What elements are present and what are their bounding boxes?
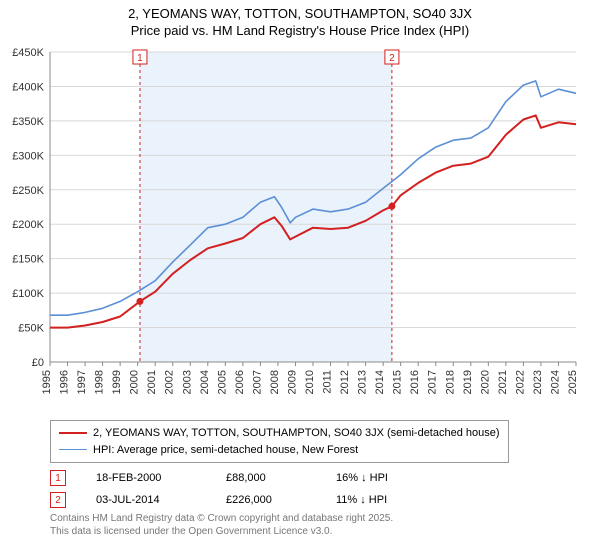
- svg-text:2016: 2016: [409, 370, 421, 394]
- svg-text:£0: £0: [32, 357, 44, 369]
- svg-text:£150K: £150K: [12, 254, 44, 266]
- svg-text:2004: 2004: [199, 370, 211, 394]
- legend-swatch: [59, 449, 87, 450]
- svg-text:1999: 1999: [111, 370, 123, 394]
- legend-swatch: [59, 432, 87, 434]
- svg-text:2003: 2003: [181, 370, 193, 394]
- svg-text:2006: 2006: [234, 370, 246, 394]
- svg-text:1998: 1998: [94, 370, 106, 394]
- sale-marker-diff: 16% ↓ HPI: [336, 472, 416, 484]
- title-subtitle: Price paid vs. HM Land Registry's House …: [0, 23, 600, 38]
- legend-item: HPI: Average price, semi-detached house,…: [59, 442, 500, 459]
- footer-line-2: This data is licensed under the Open Gov…: [50, 525, 393, 538]
- legend-label: HPI: Average price, semi-detached house,…: [93, 442, 358, 459]
- svg-text:1: 1: [137, 53, 143, 64]
- svg-text:£50K: £50K: [18, 323, 44, 335]
- sale-marker-row: 2 03-JUL-2014 £226,000 11% ↓ HPI: [50, 492, 416, 508]
- sale-marker-price: £226,000: [226, 494, 306, 506]
- sale-markers-table: 1 18-FEB-2000 £88,000 16% ↓ HPI 2 03-JUL-2014…: [50, 470, 416, 514]
- svg-text:2022: 2022: [514, 370, 526, 394]
- svg-text:2023: 2023: [532, 370, 544, 394]
- svg-text:2009: 2009: [286, 370, 298, 394]
- svg-text:2014: 2014: [374, 370, 386, 394]
- svg-text:£200K: £200K: [12, 219, 44, 231]
- svg-text:2001: 2001: [146, 370, 158, 394]
- svg-text:2013: 2013: [357, 370, 369, 394]
- svg-text:£100K: £100K: [12, 288, 44, 300]
- svg-text:£350K: £350K: [12, 116, 44, 128]
- svg-text:2017: 2017: [427, 370, 439, 394]
- svg-text:2024: 2024: [549, 370, 561, 394]
- sale-marker-diff: 11% ↓ HPI: [336, 494, 416, 506]
- svg-text:2: 2: [389, 53, 395, 64]
- svg-text:1996: 1996: [59, 370, 71, 394]
- title-address: 2, YEOMANS WAY, TOTTON, SOUTHAMPTON, SO4…: [0, 6, 600, 21]
- legend-label: 2, YEOMANS WAY, TOTTON, SOUTHAMPTON, SO4…: [93, 425, 500, 442]
- price-chart: £0£50K£100K£150K£200K£250K£300K£350K£400…: [50, 48, 580, 408]
- svg-text:2007: 2007: [251, 370, 263, 394]
- svg-text:2011: 2011: [322, 370, 334, 394]
- svg-text:2008: 2008: [269, 370, 281, 394]
- sale-marker-badge: 2: [50, 492, 66, 508]
- attribution-footer: Contains HM Land Registry data © Crown c…: [50, 512, 393, 538]
- legend: 2, YEOMANS WAY, TOTTON, SOUTHAMPTON, SO4…: [50, 420, 509, 463]
- svg-text:2015: 2015: [392, 370, 404, 394]
- svg-text:£300K: £300K: [12, 150, 44, 162]
- svg-text:2002: 2002: [164, 370, 176, 394]
- svg-text:2000: 2000: [129, 370, 141, 394]
- sale-marker-price: £88,000: [226, 472, 306, 484]
- svg-text:2021: 2021: [497, 370, 509, 394]
- svg-text:£400K: £400K: [12, 81, 44, 93]
- svg-text:£450K: £450K: [12, 47, 44, 59]
- svg-text:1997: 1997: [76, 370, 88, 394]
- svg-text:1995: 1995: [41, 370, 53, 394]
- svg-text:£250K: £250K: [12, 185, 44, 197]
- sale-marker-badge: 1: [50, 470, 66, 486]
- svg-text:2005: 2005: [216, 370, 228, 394]
- sale-marker-row: 1 18-FEB-2000 £88,000 16% ↓ HPI: [50, 470, 416, 486]
- svg-text:2019: 2019: [462, 370, 474, 394]
- svg-text:2012: 2012: [339, 370, 351, 394]
- svg-text:2018: 2018: [444, 370, 456, 394]
- footer-line-1: Contains HM Land Registry data © Crown c…: [50, 512, 393, 525]
- sale-marker-date: 18-FEB-2000: [96, 472, 196, 484]
- svg-text:2010: 2010: [304, 370, 316, 394]
- svg-text:2020: 2020: [479, 370, 491, 394]
- svg-text:2025: 2025: [567, 370, 579, 394]
- sale-marker-date: 03-JUL-2014: [96, 494, 196, 506]
- legend-item: 2, YEOMANS WAY, TOTTON, SOUTHAMPTON, SO4…: [59, 425, 500, 442]
